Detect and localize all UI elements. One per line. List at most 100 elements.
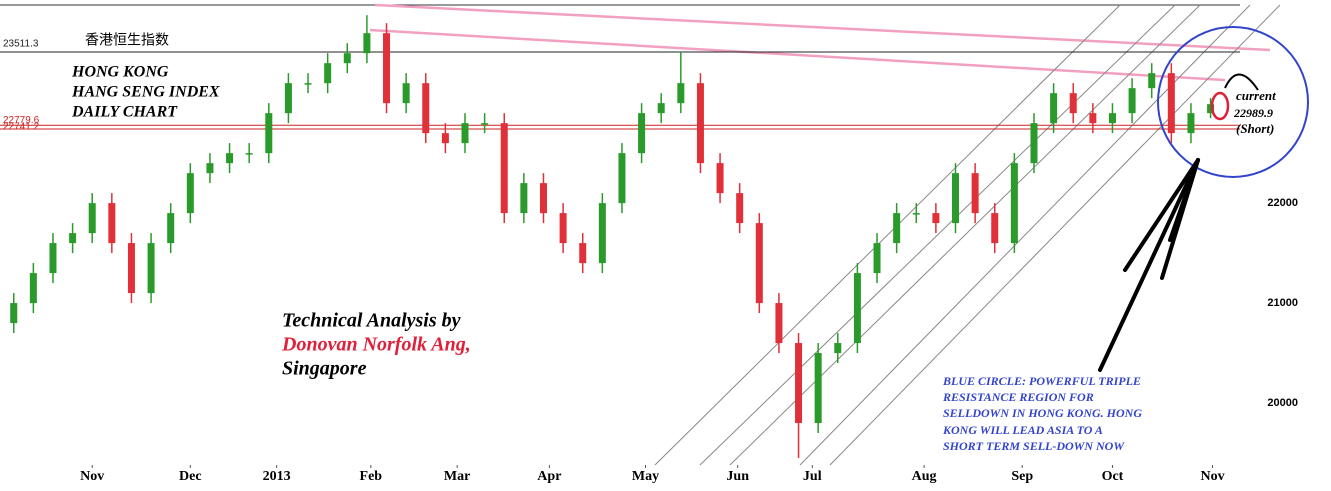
candle-body	[1148, 73, 1156, 89]
note-line: SELLDOWN IN HONG KONG. HONG	[943, 406, 1142, 420]
candle-body	[1050, 93, 1058, 124]
pointer-lines	[1098, 158, 1200, 372]
candle-body	[638, 113, 646, 154]
candle-body	[108, 203, 116, 244]
candle-body	[1108, 113, 1116, 124]
x-tick-label: Mar	[444, 469, 470, 484]
note-line: SHORT TERM SELL-DOWN NOW	[943, 439, 1125, 453]
subtitle: HONG KONG	[71, 64, 169, 81]
candle-body	[1069, 93, 1077, 114]
candle-body	[127, 243, 135, 294]
candle-body	[1030, 123, 1038, 164]
candle-body	[598, 203, 606, 264]
candle-body	[304, 83, 312, 85]
candle-body	[579, 243, 587, 264]
credit: Donovan Norfolk Ang,	[281, 334, 471, 356]
trend-lines	[369, 3, 1271, 82]
x-tick-label: Feb	[360, 469, 383, 484]
y-tick-label: 22000	[1267, 197, 1298, 209]
candle-body	[1089, 113, 1097, 124]
candle-body	[971, 173, 979, 214]
candle-body	[559, 213, 567, 244]
candle-body	[932, 213, 940, 224]
candle-body	[1128, 88, 1136, 114]
level-label: 23511.3	[3, 39, 39, 50]
candle-body	[186, 173, 194, 214]
candle-body	[618, 153, 626, 204]
candle-body	[383, 33, 391, 104]
candle-body	[912, 213, 920, 215]
candle-body	[422, 83, 430, 134]
candle-body	[893, 213, 901, 244]
candle-body	[461, 123, 469, 144]
candle-body	[520, 183, 528, 214]
note: BLUE CIRCLE: POWERFUL TRIPLE RESISTANCE …	[942, 374, 1142, 453]
x-tick-label: Aug	[912, 469, 937, 484]
candle-body	[10, 303, 18, 324]
x-tick-label: May	[632, 469, 659, 484]
candle-body	[402, 83, 410, 104]
candle-body	[1010, 163, 1018, 244]
level-label: 22779.6	[3, 115, 40, 126]
x-tick-label: Apr	[537, 469, 561, 484]
note-line: RESISTANCE REGION FOR	[942, 390, 1094, 404]
candle-body	[952, 173, 960, 224]
current-marker	[1210, 91, 1230, 121]
candle-body	[991, 213, 999, 244]
x-tick-label: Sep	[1011, 469, 1033, 484]
candle-body	[206, 163, 214, 174]
candle-body	[441, 133, 449, 144]
chart-title: 香港恒生指数	[85, 32, 169, 48]
subtitle: DAILY CHART	[71, 104, 178, 121]
resistance-circle	[1157, 26, 1309, 178]
candle-body	[500, 123, 508, 214]
candle-body	[1207, 104, 1215, 114]
current-value: 22989.9	[1233, 106, 1273, 120]
candle-body	[49, 243, 57, 274]
note-line: KONG WILL LEAD ASIA TO A	[942, 423, 1103, 437]
arrow	[1224, 73, 1259, 91]
candle-body	[88, 203, 96, 234]
candle-body	[795, 343, 803, 424]
y-tick-label: 21000	[1267, 297, 1298, 309]
candle-body	[834, 343, 842, 354]
subtitle: HANG SENG INDEX	[71, 84, 220, 101]
x-tick-label: 2013	[263, 469, 291, 484]
x-tick-label: Jul	[803, 469, 822, 484]
credit: Singapore	[282, 358, 367, 380]
channel-lines	[654, 4, 1281, 466]
y-tick-label: 20000	[1267, 397, 1298, 409]
note-line: BLUE CIRCLE: POWERFUL TRIPLE	[942, 374, 1141, 388]
x-tick-label: Jun	[726, 469, 749, 484]
candle-body	[1187, 113, 1195, 134]
candle-body	[29, 273, 37, 304]
candle-body	[245, 153, 253, 155]
candle-body	[343, 53, 351, 64]
candle-body	[814, 353, 822, 424]
candle-body	[481, 123, 489, 125]
credit: Technical Analysis by	[282, 310, 461, 332]
candle-body	[696, 83, 704, 164]
candle-body	[657, 103, 665, 114]
candle-body	[69, 233, 77, 244]
x-tick-label: Oct	[1102, 469, 1124, 484]
current-label: current	[1236, 88, 1276, 103]
candle-body	[677, 83, 685, 104]
candle-body	[265, 113, 273, 154]
candle-body	[284, 83, 292, 114]
candle-body	[539, 183, 547, 214]
candle-body	[226, 153, 234, 164]
candle-body	[1167, 73, 1175, 134]
candle-body	[147, 243, 155, 294]
candle-body	[167, 213, 175, 244]
candle-body	[716, 163, 724, 194]
x-tick-label: Dec	[179, 469, 202, 484]
x-tick-label: Nov	[1200, 469, 1224, 484]
candle-body	[324, 63, 332, 84]
x-tick-label: Nov	[80, 469, 104, 484]
position-label: (Short)	[1236, 121, 1274, 136]
candle-body	[775, 303, 783, 344]
candle-body	[755, 223, 763, 304]
